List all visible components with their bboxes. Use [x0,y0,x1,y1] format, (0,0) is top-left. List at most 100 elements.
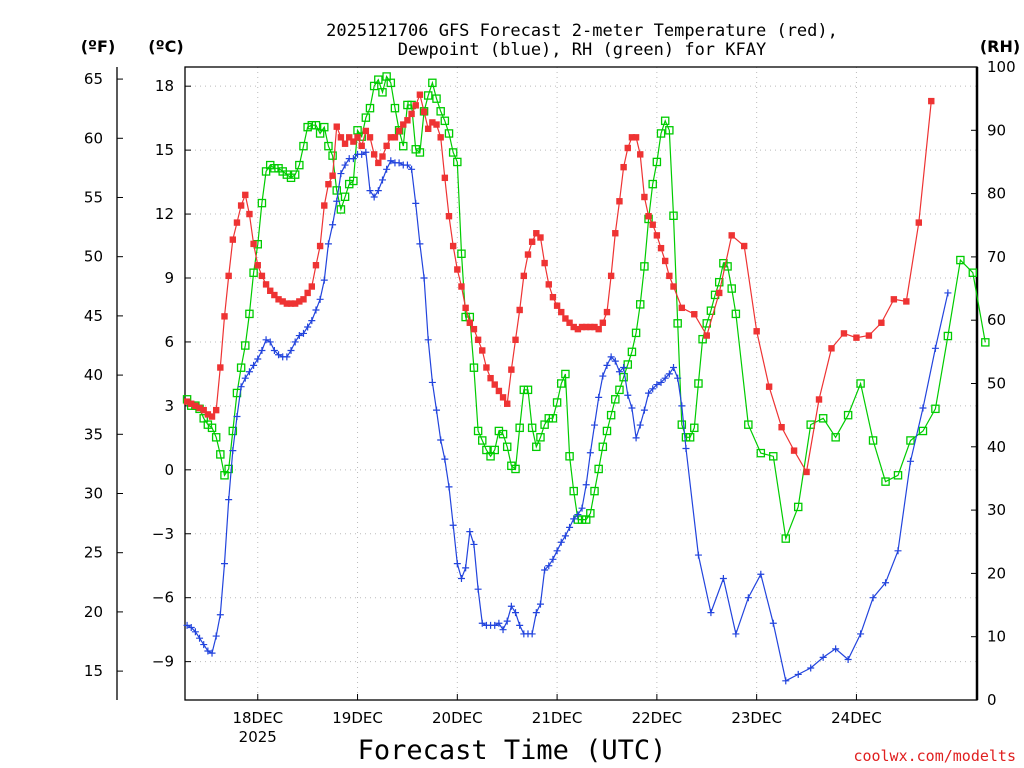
dewpoint-point [420,274,428,282]
fahrenheit-tick-label: 35 [84,425,103,443]
temperature-point [716,289,723,297]
temperature-point [483,364,490,371]
temperature-point [196,404,203,412]
temperature-point [329,172,336,179]
rh-point [660,116,670,126]
rh-point [565,452,574,461]
temperature-point [300,296,307,303]
dewpoint-point [470,540,478,548]
dewpoint-point [807,664,815,672]
rh-point [224,464,233,474]
dewpoint-point [466,528,474,536]
temperature-point [865,332,873,339]
rh-point [257,198,267,208]
rh-point [399,141,408,151]
rh-point [469,363,479,372]
temperature-point [587,323,594,331]
dewpoint-point [366,187,374,195]
fahrenheit-tick-label: 50 [84,248,103,266]
rh-tick-label: 10 [987,628,1006,646]
rh-point [918,426,928,436]
fahrenheit-tick-label: 15 [84,662,103,680]
temperature-point [666,272,673,280]
dewpoint-point [395,159,403,167]
dewpoint-point [653,381,661,389]
rh-point [931,404,940,414]
dewpoint-point [324,240,332,248]
dewpoint-point [408,165,416,173]
celsius-tick-label: 15 [155,141,174,159]
dewpoint-point [320,276,328,284]
temperature-point [778,423,785,431]
dewpoint-point [591,421,599,429]
dewpoint-point [919,404,927,412]
dewpoint-point [657,378,665,386]
dewpoint-point [233,413,241,421]
x-tick-label: 19DEC [332,709,383,727]
rh-tick-label: 60 [987,311,1006,329]
rh-point [673,319,682,328]
x-tick-label: 18DEC [232,709,283,727]
dewpoint-point [254,355,262,363]
rh-point [249,268,258,277]
rh-point [295,160,304,170]
temperature-point [637,151,644,158]
rh-point [694,379,703,388]
rh-point [635,300,645,309]
temperature-point [437,134,444,141]
dewpoint-point [266,338,274,346]
temperature-series [183,91,935,476]
temperature-point [466,319,473,326]
x-tick-label: 21DEC [532,709,583,727]
dewpoint-point [645,389,653,397]
dewpoint-point [532,609,540,617]
temperature-point [225,272,232,280]
temperature-point [395,127,403,135]
temperature-point [703,332,710,339]
dewpoint-point [491,621,499,629]
axes: 65605550454035302520151815129630−3−6−910… [84,58,1016,746]
celsius-tick-label: 6 [164,333,174,351]
temperature-point [828,345,835,352]
rh-point [769,452,778,461]
temperature-point [890,296,898,303]
dewpoint-point [329,221,337,229]
temperature-point [217,364,224,371]
rh-point [868,436,878,445]
temperature-point [753,328,760,335]
dewpoint-point [424,336,432,344]
rh-point [378,88,387,97]
rh-point [615,385,624,395]
dewpoint-point [499,626,507,634]
temperature-point [574,325,582,333]
celsius-unit-label: (ºC) [148,37,183,56]
temperature-point [537,234,544,241]
rh-point [299,141,308,151]
temperature-point [370,151,378,158]
dewpoint-point [299,329,307,337]
dewpoint-point [553,547,561,555]
rh-point [241,341,250,350]
temperature-point [649,221,656,228]
dewpoint-point [237,383,245,391]
dewpoint-point [312,306,320,314]
dewpoint-point [349,155,357,163]
temperature-point [661,257,669,265]
rh-point [532,442,541,452]
temperature-point [566,319,573,326]
dewpoint-point [694,551,702,559]
dewpoint-point [769,619,777,627]
dewpoint-point [582,481,590,489]
dewpoint-point [541,566,549,574]
dewpoint-point [283,353,291,361]
dewpoint-point [595,393,603,401]
temperature-point [449,242,457,250]
temperature-point [350,138,357,145]
temperature-point [516,306,523,314]
dewpoint-point [503,617,511,625]
dewpoint-point [374,187,382,195]
temperature-point [287,300,295,307]
temperature-point [853,334,860,341]
dewpoint-point [931,344,939,352]
dewpoint-point [241,374,249,382]
